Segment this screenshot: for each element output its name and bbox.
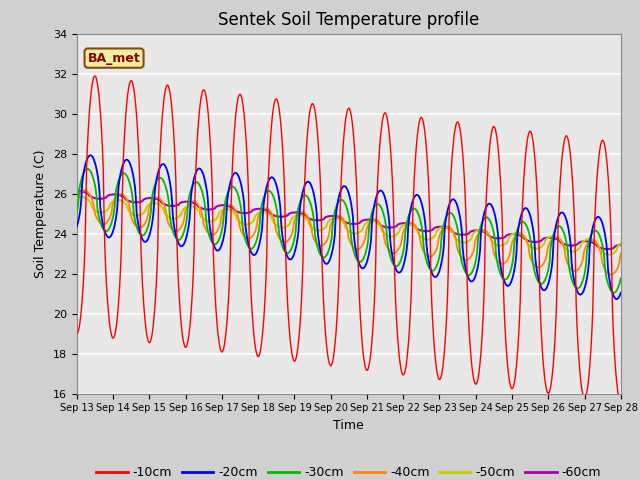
-50cm (605, 252, 612, 257)
-30cm (83, 166, 90, 172)
-60cm (73, 188, 81, 194)
X-axis label: Time: Time (333, 419, 364, 432)
-30cm (195, 181, 202, 187)
-10cm (195, 118, 202, 123)
-60cm (140, 197, 147, 203)
-40cm (195, 203, 202, 208)
Line: -60cm: -60cm (77, 191, 621, 249)
-50cm (195, 208, 202, 214)
-20cm (617, 290, 625, 296)
-10cm (83, 163, 90, 169)
-50cm (84, 196, 92, 202)
-30cm (610, 290, 618, 296)
Line: -10cm: -10cm (77, 76, 621, 403)
-60cm (617, 242, 625, 248)
-40cm (140, 223, 147, 228)
-20cm (73, 224, 81, 229)
-40cm (607, 272, 615, 277)
-60cm (431, 225, 439, 230)
-10cm (431, 357, 439, 363)
-30cm (84, 166, 92, 172)
-50cm (77, 194, 85, 200)
-10cm (140, 296, 147, 302)
Legend: -10cm, -20cm, -30cm, -40cm, -50cm, -60cm: -10cm, -20cm, -30cm, -40cm, -50cm, -60cm (92, 461, 606, 480)
-10cm (223, 313, 231, 319)
-20cm (195, 166, 202, 171)
-50cm (431, 232, 439, 238)
Line: -20cm: -20cm (77, 155, 621, 299)
-30cm (223, 191, 231, 197)
-30cm (73, 210, 81, 216)
-60cm (604, 246, 611, 252)
Text: BA_met: BA_met (88, 51, 140, 65)
-20cm (223, 197, 231, 203)
-60cm (84, 191, 92, 196)
-20cm (416, 195, 424, 201)
-50cm (223, 206, 231, 212)
-60cm (195, 204, 202, 210)
Line: -40cm: -40cm (77, 191, 621, 275)
-50cm (140, 210, 147, 216)
-20cm (612, 296, 620, 302)
Title: Sentek Soil Temperature profile: Sentek Soil Temperature profile (218, 11, 479, 29)
-10cm (416, 118, 424, 124)
-60cm (74, 188, 81, 193)
-10cm (91, 73, 99, 79)
Y-axis label: Soil Temperature (C): Soil Temperature (C) (35, 149, 47, 278)
-50cm (416, 232, 424, 238)
-40cm (416, 232, 424, 238)
-40cm (431, 249, 439, 254)
-10cm (73, 331, 81, 336)
-20cm (431, 274, 439, 280)
-10cm (617, 400, 625, 406)
Line: -30cm: -30cm (77, 169, 621, 293)
-30cm (416, 215, 424, 220)
-40cm (223, 203, 231, 208)
-60cm (416, 227, 424, 233)
-40cm (81, 188, 88, 193)
-20cm (140, 238, 147, 244)
-20cm (83, 157, 90, 163)
-20cm (86, 152, 94, 158)
Line: -50cm: -50cm (77, 197, 621, 254)
-60cm (223, 203, 231, 209)
-30cm (431, 265, 439, 271)
-40cm (73, 197, 81, 203)
-30cm (617, 276, 625, 281)
-40cm (84, 189, 92, 194)
-50cm (73, 196, 81, 202)
-30cm (140, 232, 147, 238)
-50cm (617, 240, 625, 246)
-40cm (617, 251, 625, 257)
